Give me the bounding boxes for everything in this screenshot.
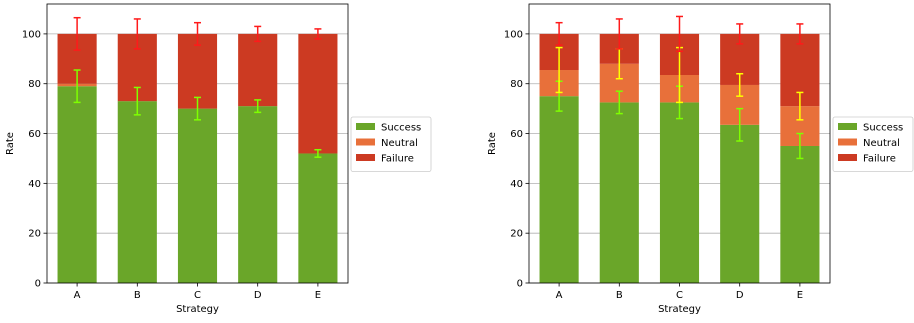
y-tick-label: 80 [28, 79, 41, 90]
y-tick-label: 60 [28, 129, 41, 140]
legend-label-success: Success [381, 123, 421, 134]
legend-label-failure: Failure [863, 154, 896, 165]
x-tick-label-d: D [254, 290, 262, 301]
legend-label-failure: Failure [381, 154, 414, 165]
legend-swatch-success [356, 123, 375, 130]
legend-label-neutral: Neutral [863, 138, 900, 149]
bar-success-a [539, 96, 579, 283]
legend: Success Neutral Failure [350, 116, 432, 172]
bar-success-a [57, 86, 97, 284]
left-chart-panel: 0 20 40 60 80 100 A B C D E Strategy Rate Success Neut… [5, 3, 432, 315]
bar-failure-d [238, 33, 278, 107]
y-tick-label: 80 [510, 79, 523, 90]
x-tick-label-c: C [194, 290, 201, 301]
legend-swatch-neutral [356, 138, 375, 146]
legend-swatch-failure [838, 154, 857, 161]
legend: Success Neutral Failure [832, 116, 914, 172]
x-tick-label-d: D [736, 290, 744, 301]
bar-success-e [780, 145, 820, 283]
bar-success-b [599, 102, 639, 283]
legend-swatch-neutral [838, 138, 857, 146]
y-tick-label: 0 [517, 279, 523, 290]
legend-label-success: Success [863, 123, 903, 134]
y-tick-label: 0 [35, 279, 41, 290]
bar-failure-e [298, 33, 338, 154]
y-tick-label: 20 [510, 229, 523, 240]
bar-success-e [298, 153, 338, 283]
y-tick-label: 20 [28, 229, 41, 240]
x-axis-title: Strategy [176, 304, 219, 315]
y-axis-title: Rate [5, 132, 16, 155]
x-tick-label-c: C [676, 290, 683, 301]
x-tick-label-a: A [74, 290, 81, 301]
y-tick-label: 60 [510, 129, 523, 140]
bar-success-b [117, 101, 157, 283]
bar-success-c [659, 102, 700, 283]
x-axis-title: Strategy [658, 304, 701, 315]
bar-success-d [238, 106, 278, 283]
y-axis-title: Rate [487, 132, 498, 155]
legend-label-neutral: Neutral [381, 138, 418, 149]
bar-failure-c [177, 33, 218, 109]
legend-swatch-success [838, 123, 857, 130]
x-tick-label-e: E [315, 290, 321, 301]
x-tick-label-b: B [134, 290, 141, 301]
bar-success-c [177, 108, 218, 283]
legend-swatch-failure [356, 154, 375, 161]
y-tick-label: 100 [504, 29, 523, 40]
x-tick-label-b: B [616, 290, 623, 301]
bar-success-d [720, 124, 760, 284]
right-chart-panel: 0 20 40 60 80 100 A B C D E Strategy Rate Success Neut… [487, 3, 914, 315]
y-tick-label: 40 [28, 179, 41, 190]
x-tick-label-e: E [797, 290, 803, 301]
y-tick-label: 40 [510, 179, 523, 190]
x-tick-label-a: A [556, 290, 563, 301]
y-tick-label: 100 [22, 29, 41, 40]
